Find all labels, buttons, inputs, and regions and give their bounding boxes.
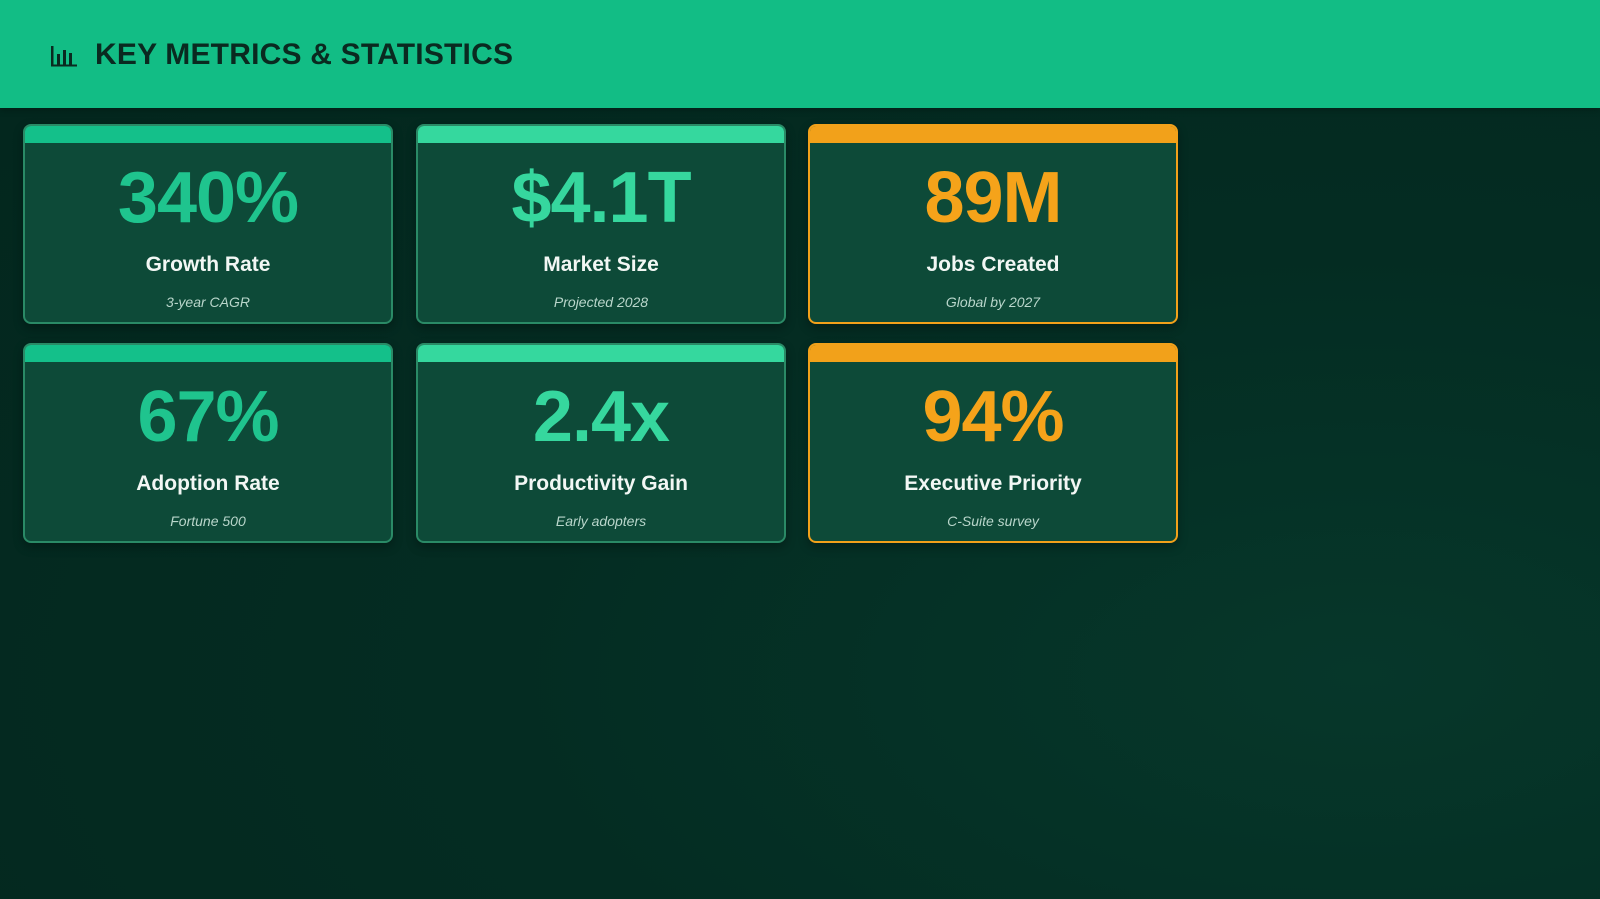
- metric-value: 2.4x: [532, 377, 670, 457]
- metric-card-growth-rate: 340% Growth Rate 3-year CAGR: [23, 124, 393, 324]
- card-accent-bar: [25, 345, 391, 362]
- card-accent-bar: [25, 126, 391, 143]
- metric-label: Productivity Gain: [514, 472, 688, 495]
- metric-subtitle: Projected 2028: [553, 294, 649, 310]
- metric-label: Adoption Rate: [136, 472, 280, 495]
- metric-label: Growth Rate: [145, 253, 271, 276]
- header-bar: KEY METRICS & STATISTICS: [0, 0, 1600, 108]
- metric-label: Executive Priority: [904, 472, 1082, 495]
- metric-value: 94%: [922, 377, 1064, 457]
- metric-subtitle: C-Suite survey: [947, 513, 1039, 529]
- metric-subtitle: Early adopters: [555, 513, 647, 529]
- bar-chart-icon: [51, 46, 77, 67]
- metric-card-market-size: $4.1T Market Size Projected 2028: [416, 124, 786, 324]
- metric-value: $4.1T: [511, 158, 691, 238]
- metric-card-productivity-gain: 2.4x Productivity Gain Early adopters: [416, 343, 786, 543]
- metric-label: Jobs Created: [926, 253, 1060, 276]
- metric-subtitle: Fortune 500: [170, 513, 246, 529]
- metric-value: 340%: [117, 158, 299, 238]
- metric-value: 67%: [137, 377, 279, 457]
- card-accent-bar: [418, 126, 784, 143]
- metric-subtitle: 3-year CAGR: [165, 294, 251, 310]
- metric-label: Market Size: [543, 253, 659, 276]
- card-accent-bar: [418, 345, 784, 362]
- metric-subtitle: Global by 2027: [945, 294, 1041, 310]
- metric-card-jobs-created: 89M Jobs Created Global by 2027: [808, 124, 1178, 324]
- metric-card-adoption-rate: 67% Adoption Rate Fortune 500: [23, 343, 393, 543]
- card-accent-bar: [810, 126, 1176, 143]
- metric-card-executive-priority: 94% Executive Priority C-Suite survey: [808, 343, 1178, 543]
- metric-value: 89M: [924, 158, 1062, 238]
- page-title: KEY METRICS & STATISTICS: [95, 38, 514, 71]
- card-accent-bar: [810, 345, 1176, 362]
